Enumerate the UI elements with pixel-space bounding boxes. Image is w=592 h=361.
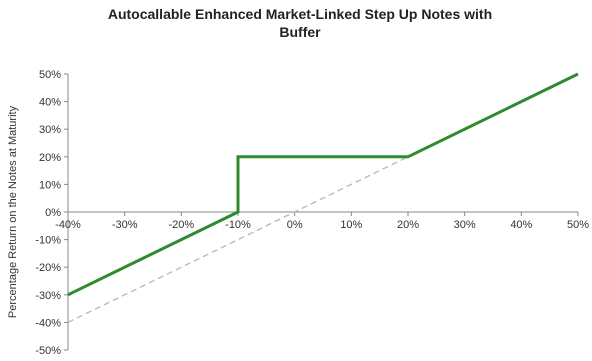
x-tick-label: 50% [567, 219, 589, 231]
ticks-group: 50% 40% 30% 20% 10% 0% -10% -20% -30% -40% -50% -40… [35, 69, 589, 357]
series-group [67, 72, 579, 324]
y-axis-label: Percentage Return on the Notes at Maturi… [7, 105, 19, 318]
axes-group [67, 74, 578, 350]
y-tick-label: 50% [39, 69, 61, 81]
y-tick-label: -40% [35, 317, 61, 329]
notes-return-line [67, 72, 579, 297]
y-tick-label: 20% [39, 152, 61, 164]
x-tick-label: 20% [397, 219, 419, 231]
x-tick-label: -20% [168, 219, 194, 231]
x-tick-label: -40% [55, 219, 81, 231]
x-tick-label: 30% [454, 219, 476, 231]
y-tick-label: -20% [35, 262, 61, 274]
y-tick-label: 40% [39, 97, 61, 109]
x-tick-label: 10% [340, 219, 362, 231]
y-tick-label: -10% [35, 235, 61, 247]
x-tick-label: 40% [510, 219, 532, 231]
y-tick-label: 0% [45, 207, 61, 219]
y-tick-label: 10% [39, 179, 61, 191]
x-tick-label: -10% [225, 219, 251, 231]
chart-title-line-2: Buffer [279, 24, 321, 40]
x-tick-label: -30% [112, 219, 138, 231]
y-tick-label: -30% [35, 290, 61, 302]
reference-dashed-line [67, 156, 409, 324]
y-tick-label: -50% [35, 345, 61, 356]
x-tick-label: 0% [287, 219, 303, 231]
y-tick-label: 30% [39, 124, 61, 136]
chart-title-line-1: Autocallable Enhanced Market-Linked Step… [108, 6, 492, 22]
